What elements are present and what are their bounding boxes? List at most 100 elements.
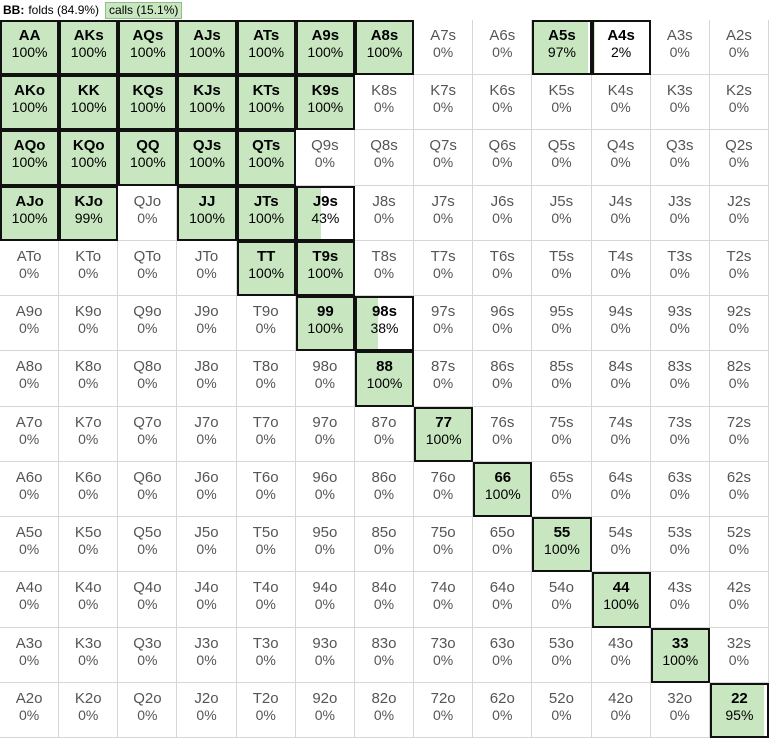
hand-cell-T6o[interactable]: T6o 0%	[236, 461, 296, 518]
hand-cell-A8o[interactable]: A8o 0%	[0, 351, 60, 407]
hand-cell-62o[interactable]: 62o 0%	[473, 682, 533, 738]
hand-cell-T4s[interactable]: T4s 0%	[591, 240, 651, 297]
hand-cell-J6s[interactable]: J6s 0%	[473, 185, 533, 241]
hand-cell-AJs[interactable]: AJs 100%	[177, 20, 237, 76]
hand-cell-53o[interactable]: 53o 0%	[532, 627, 592, 683]
hand-cell-T2o[interactable]: T2o 0%	[236, 682, 296, 738]
hand-cell-QTo[interactable]: QTo 0%	[118, 240, 178, 297]
hand-cell-A2s[interactable]: A2s 0%	[709, 20, 769, 76]
hand-cell-AQs[interactable]: AQs 100%	[118, 20, 178, 76]
hand-cell-A4s[interactable]: A4s 2%	[591, 20, 651, 76]
hand-cell-87s[interactable]: 87s 0%	[414, 351, 474, 407]
hand-cell-A6o[interactable]: A6o 0%	[0, 461, 60, 518]
hand-cell-ATs[interactable]: ATs 100%	[236, 20, 296, 76]
hand-cell-KQo[interactable]: KQo 100%	[59, 130, 119, 186]
hand-cell-QQ[interactable]: QQ 100%	[118, 130, 178, 186]
hand-cell-83o[interactable]: 83o 0%	[354, 627, 415, 683]
hand-cell-J9s[interactable]: J9s 43%	[295, 185, 355, 241]
hand-cell-AJo[interactable]: AJo 100%	[0, 185, 60, 241]
hand-cell-KJs[interactable]: KJs 100%	[177, 75, 237, 131]
hand-cell-84o[interactable]: 84o 0%	[354, 572, 415, 628]
hand-cell-AA[interactable]: AA 100%	[0, 20, 60, 76]
hand-cell-J7s[interactable]: J7s 0%	[414, 185, 474, 241]
hand-cell-K8s[interactable]: K8s 0%	[354, 75, 415, 131]
hand-cell-Q2s[interactable]: Q2s 0%	[709, 130, 769, 186]
hand-cell-K2o[interactable]: K2o 0%	[59, 682, 119, 738]
hand-cell-74o[interactable]: 74o 0%	[414, 572, 474, 628]
hand-cell-A6s[interactable]: A6s 0%	[473, 20, 533, 76]
hand-cell-T7o[interactable]: T7o 0%	[236, 406, 296, 462]
hand-cell-T7s[interactable]: T7s 0%	[414, 240, 474, 297]
hand-cell-76o[interactable]: 76o 0%	[414, 461, 474, 518]
hand-cell-J2s[interactable]: J2s 0%	[709, 185, 769, 241]
hand-cell-A5o[interactable]: A5o 0%	[0, 517, 60, 573]
hand-cell-76s[interactable]: 76s 0%	[473, 406, 533, 462]
hand-cell-J7o[interactable]: J7o 0%	[177, 406, 237, 462]
hand-cell-87o[interactable]: 87o 0%	[354, 406, 415, 462]
hand-cell-K6s[interactable]: K6s 0%	[473, 75, 533, 131]
hand-cell-86o[interactable]: 86o 0%	[354, 461, 415, 518]
hand-cell-Q5s[interactable]: Q5s 0%	[532, 130, 592, 186]
hand-cell-JJ[interactable]: JJ 100%	[177, 185, 237, 241]
hand-cell-K2s[interactable]: K2s 0%	[709, 75, 769, 131]
hand-cell-T3s[interactable]: T3s 0%	[650, 240, 710, 297]
hand-cell-KTo[interactable]: KTo 0%	[59, 240, 119, 297]
hand-cell-Q8s[interactable]: Q8s 0%	[354, 130, 415, 186]
hand-cell-Q7o[interactable]: Q7o 0%	[118, 406, 178, 462]
hand-cell-96s[interactable]: 96s 0%	[473, 296, 533, 352]
hand-cell-K9o[interactable]: K9o 0%	[59, 296, 119, 352]
hand-cell-52s[interactable]: 52s 0%	[709, 517, 769, 573]
hand-cell-93s[interactable]: 93s 0%	[650, 296, 710, 352]
hand-cell-T5o[interactable]: T5o 0%	[236, 517, 296, 573]
hand-cell-54o[interactable]: 54o 0%	[532, 572, 592, 628]
hand-cell-Q3s[interactable]: Q3s 0%	[650, 130, 710, 186]
hand-cell-J3s[interactable]: J3s 0%	[650, 185, 710, 241]
hand-cell-63s[interactable]: 63s 0%	[650, 461, 710, 518]
hand-cell-92s[interactable]: 92s 0%	[709, 296, 769, 352]
hand-cell-43s[interactable]: 43s 0%	[650, 572, 710, 628]
hand-cell-J8s[interactable]: J8s 0%	[354, 185, 415, 241]
hand-cell-83s[interactable]: 83s 0%	[650, 351, 710, 407]
hand-cell-K4s[interactable]: K4s 0%	[591, 75, 651, 131]
hand-cell-85o[interactable]: 85o 0%	[354, 517, 415, 573]
hand-cell-AKo[interactable]: AKo 100%	[0, 75, 60, 131]
hand-cell-93o[interactable]: 93o 0%	[295, 627, 355, 683]
hand-cell-J4o[interactable]: J4o 0%	[177, 572, 237, 628]
hand-cell-K3s[interactable]: K3s 0%	[650, 75, 710, 131]
hand-cell-KQs[interactable]: KQs 100%	[118, 75, 178, 131]
hand-cell-KTs[interactable]: KTs 100%	[236, 75, 296, 131]
hand-cell-94o[interactable]: 94o 0%	[295, 572, 355, 628]
hand-cell-85s[interactable]: 85s 0%	[532, 351, 592, 407]
hand-cell-T8o[interactable]: T8o 0%	[236, 351, 296, 407]
hand-cell-95o[interactable]: 95o 0%	[295, 517, 355, 573]
hand-cell-K8o[interactable]: K8o 0%	[59, 351, 119, 407]
hand-cell-65s[interactable]: 65s 0%	[532, 461, 592, 518]
hand-cell-75o[interactable]: 75o 0%	[414, 517, 474, 573]
hand-cell-88[interactable]: 88 100%	[354, 351, 415, 407]
hand-cell-66[interactable]: 66 100%	[473, 461, 533, 518]
hand-cell-72s[interactable]: 72s 0%	[709, 406, 769, 462]
hand-cell-K4o[interactable]: K4o 0%	[59, 572, 119, 628]
hand-cell-96o[interactable]: 96o 0%	[295, 461, 355, 518]
hand-cell-32s[interactable]: 32s 0%	[709, 627, 769, 683]
hand-cell-KK[interactable]: KK 100%	[59, 75, 119, 131]
hand-cell-T9o[interactable]: T9o 0%	[236, 296, 296, 352]
hand-cell-J8o[interactable]: J8o 0%	[177, 351, 237, 407]
hand-cell-55[interactable]: 55 100%	[532, 517, 592, 573]
hand-cell-K9s[interactable]: K9s 100%	[295, 75, 355, 131]
hand-cell-A5s[interactable]: A5s 97%	[532, 20, 592, 76]
hand-cell-Q3o[interactable]: Q3o 0%	[118, 627, 178, 683]
hand-cell-T6s[interactable]: T6s 0%	[473, 240, 533, 297]
hand-cell-65o[interactable]: 65o 0%	[473, 517, 533, 573]
hand-cell-ATo[interactable]: ATo 0%	[0, 240, 60, 297]
hand-cell-TT[interactable]: TT 100%	[236, 240, 296, 297]
hand-cell-63o[interactable]: 63o 0%	[473, 627, 533, 683]
hand-cell-Q8o[interactable]: Q8o 0%	[118, 351, 178, 407]
hand-cell-74s[interactable]: 74s 0%	[591, 406, 651, 462]
hand-cell-KJo[interactable]: KJo 99%	[59, 185, 119, 241]
hand-cell-A3s[interactable]: A3s 0%	[650, 20, 710, 76]
hand-cell-A9o[interactable]: A9o 0%	[0, 296, 60, 352]
hand-cell-QTs[interactable]: QTs 100%	[236, 130, 296, 186]
hand-cell-A2o[interactable]: A2o 0%	[0, 682, 60, 738]
hand-cell-K7s[interactable]: K7s 0%	[414, 75, 474, 131]
